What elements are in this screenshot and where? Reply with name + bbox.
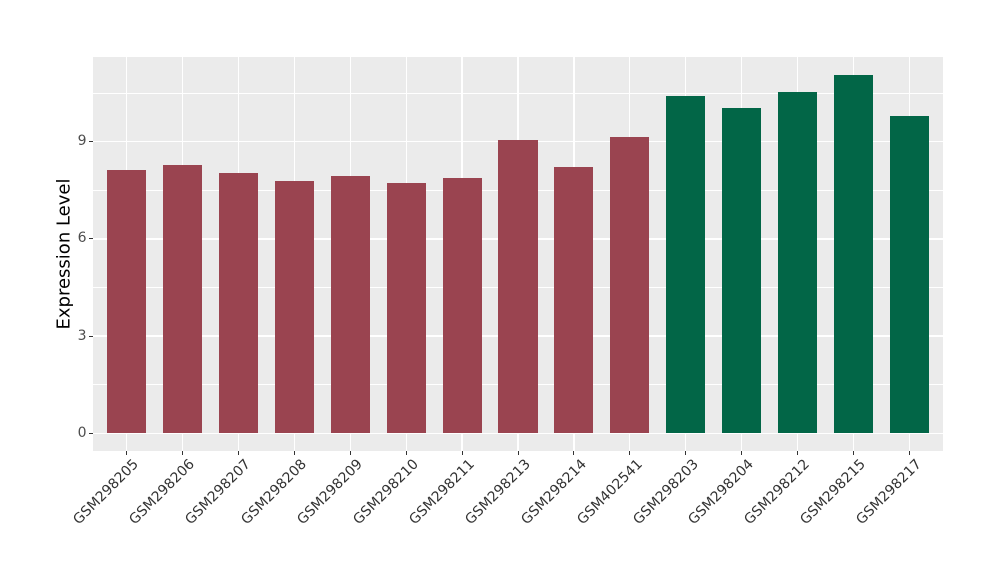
bar <box>106 170 147 434</box>
bar <box>666 96 706 434</box>
x-tick-mark <box>293 451 295 455</box>
bar <box>554 167 594 434</box>
x-tick-mark <box>853 451 855 455</box>
y-tick-mark <box>89 238 93 240</box>
bar <box>162 164 203 434</box>
bar <box>330 176 370 434</box>
y-tick-mark <box>89 432 93 434</box>
y-tick-label: 6 <box>77 230 87 247</box>
x-tick-mark <box>629 451 631 455</box>
bar <box>218 172 258 434</box>
plot-panel <box>93 57 943 451</box>
y-axis-title: Expression Level <box>53 178 75 330</box>
x-tick-mark <box>405 451 407 455</box>
y-tick-label: 0 <box>77 424 87 441</box>
bar <box>889 116 930 434</box>
x-tick-mark <box>461 451 463 455</box>
x-tick-mark <box>181 451 183 455</box>
bar <box>778 91 818 434</box>
x-tick-mark <box>797 451 799 455</box>
bar <box>610 137 650 434</box>
bar <box>833 74 874 434</box>
x-tick-mark <box>349 451 351 455</box>
bar <box>386 183 426 434</box>
bar <box>442 178 482 434</box>
x-tick-mark <box>126 451 128 455</box>
x-tick-mark <box>237 451 239 455</box>
y-tick-mark <box>89 141 93 143</box>
x-tick-mark <box>517 451 519 455</box>
bar <box>274 180 314 434</box>
bar <box>722 107 762 434</box>
x-tick-mark <box>573 451 575 455</box>
y-tick-label: 9 <box>77 133 87 150</box>
y-tick-label: 3 <box>77 327 87 344</box>
y-tick-mark <box>89 335 93 337</box>
bar <box>498 140 538 434</box>
x-tick-mark <box>741 451 743 455</box>
x-tick-mark <box>685 451 687 455</box>
x-tick-mark <box>908 451 910 455</box>
